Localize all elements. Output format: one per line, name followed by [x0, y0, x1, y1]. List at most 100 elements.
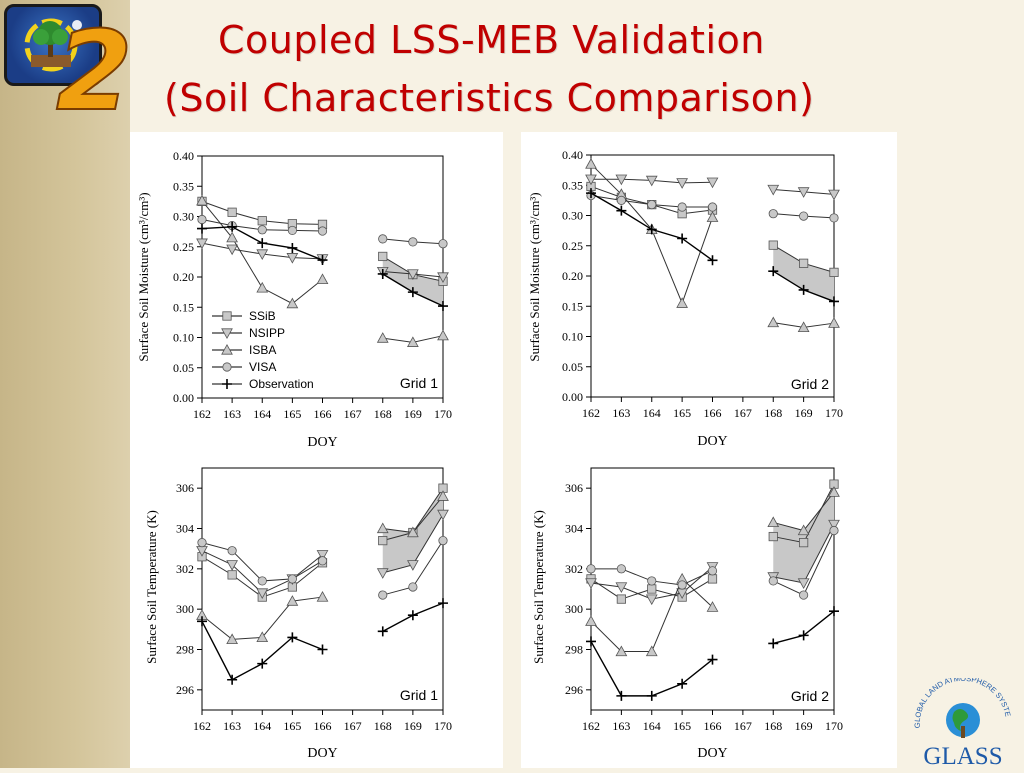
- x-tick-label: 170: [825, 406, 843, 420]
- series-nsipp: [196, 238, 449, 284]
- x-tick-label: 162: [582, 719, 600, 733]
- isba-marker: [585, 158, 597, 169]
- observation-marker: [227, 221, 238, 232]
- observation-marker: [616, 205, 627, 216]
- observation-marker: [707, 255, 718, 266]
- spread-band: [382, 256, 443, 307]
- ssib-marker: [647, 584, 657, 594]
- x-tick-label: 163: [612, 719, 630, 733]
- visa-marker: [257, 576, 267, 586]
- visa-marker: [647, 576, 657, 586]
- nsipp-marker: [437, 272, 449, 284]
- observation-marker: [287, 632, 298, 643]
- ssib-marker: [227, 207, 237, 217]
- y-tick-label: 300: [176, 602, 194, 616]
- isba-marker: [256, 281, 269, 293]
- grid-annotation: Grid 1: [400, 687, 438, 703]
- isba-marker: [676, 297, 689, 308]
- visa-marker: [799, 211, 809, 221]
- x-tick-label: 168: [374, 719, 392, 733]
- chart-grid2-temperature: 296 298 300 302 304 306 162 163 164 165 166 167 168 1…: [531, 467, 843, 761]
- series-visa: [197, 536, 448, 600]
- observation-marker: [438, 301, 448, 312]
- isba-marker: [196, 194, 208, 206]
- x-tick-label: 167: [734, 719, 752, 733]
- chart-grid2-moisture: 0.00 0.05 0.10 0.15 0.20 0.25 0.30 0.35 0.40 162 1…: [527, 148, 843, 449]
- visa-marker: [829, 213, 839, 223]
- observation-marker: [586, 636, 596, 647]
- x-tick-label: 162: [193, 719, 211, 733]
- nsipp-marker: [645, 594, 658, 606]
- x-tick-label: 166: [314, 719, 332, 733]
- ssib-marker: [707, 574, 718, 584]
- isba-marker: [645, 645, 658, 657]
- nsipp-marker: [645, 175, 658, 187]
- y-tick-label: 298: [565, 643, 583, 657]
- isba-marker: [797, 524, 810, 536]
- observation-marker: [287, 242, 298, 253]
- x-tick-label: 170: [434, 407, 452, 421]
- ssib-marker: [829, 267, 839, 277]
- isba-marker: [615, 645, 628, 657]
- isba-marker: [376, 332, 389, 343]
- x-tick-label: 167: [344, 407, 362, 421]
- nsipp-marker: [828, 519, 840, 531]
- slide-left-band: [0, 0, 130, 768]
- observation-marker: [586, 188, 596, 199]
- x-tick-label: 168: [764, 719, 782, 733]
- observation-marker: [407, 287, 418, 298]
- y-tick-label: 302: [565, 562, 583, 576]
- y-tick-label: 0.00: [562, 390, 583, 404]
- ssib-marker: [616, 594, 626, 604]
- observation-marker: [798, 630, 809, 641]
- visa-marker: [197, 538, 207, 548]
- y-tick-label: 0.20: [173, 270, 194, 284]
- y-tick-label: 304: [176, 522, 194, 536]
- y-tick-label: 306: [176, 481, 194, 495]
- observation-marker: [707, 654, 718, 665]
- y-tick-label: 306: [565, 481, 583, 495]
- visa-marker: [287, 225, 297, 236]
- isba-marker: [828, 486, 840, 497]
- ssib-marker: [768, 531, 778, 542]
- slide-title-line2: (Soil Characteristics Comparison): [164, 76, 815, 120]
- x-tick-label: 163: [612, 406, 630, 420]
- visa-marker: [408, 237, 418, 247]
- ssib-marker: [768, 240, 778, 250]
- y-tick-label: 0.30: [173, 210, 194, 224]
- y-tick-label: 0.05: [562, 360, 583, 374]
- slide-title-line1: Coupled LSS-MEB Validation: [218, 18, 765, 62]
- ssib-marker: [257, 216, 267, 226]
- nsipp-marker: [256, 588, 269, 600]
- visa-marker: [799, 590, 809, 600]
- y-tick-label: 296: [565, 683, 583, 697]
- ssib-marker: [799, 258, 809, 268]
- series-isba: [196, 194, 449, 347]
- nsipp-marker: [316, 550, 329, 561]
- observation-marker: [257, 658, 268, 669]
- x-tick-label: 166: [704, 406, 722, 420]
- nsipp-marker: [437, 509, 449, 521]
- nsipp-marker: [585, 578, 597, 589]
- isba-marker: [706, 211, 719, 222]
- x-tick-label: 169: [795, 406, 813, 420]
- isba-marker: [316, 591, 329, 602]
- glass-logo: GLOBAL LAND ATMOSPHERE SYSTEM STUDY GLAS…: [899, 671, 1024, 770]
- y-tick-label: 0.40: [562, 148, 583, 162]
- x-tick-label: 166: [314, 407, 332, 421]
- isba-marker: [828, 317, 840, 328]
- x-tick-label: 163: [223, 407, 241, 421]
- isba-marker: [226, 231, 239, 243]
- x-tick-label: 170: [434, 719, 452, 733]
- nsipp-marker: [615, 582, 628, 594]
- isba-marker: [406, 336, 419, 347]
- visa-marker: [257, 225, 267, 235]
- legend-item-nsipp: NSIPP: [249, 326, 285, 340]
- series-nsipp: [196, 509, 449, 600]
- spread-band: [382, 488, 443, 541]
- visa-marker: [677, 580, 687, 590]
- legend-item-observation: Observation: [249, 377, 314, 391]
- nsipp-marker: [376, 568, 389, 579]
- series-observation: [586, 606, 839, 701]
- project-logo: [4, 4, 102, 86]
